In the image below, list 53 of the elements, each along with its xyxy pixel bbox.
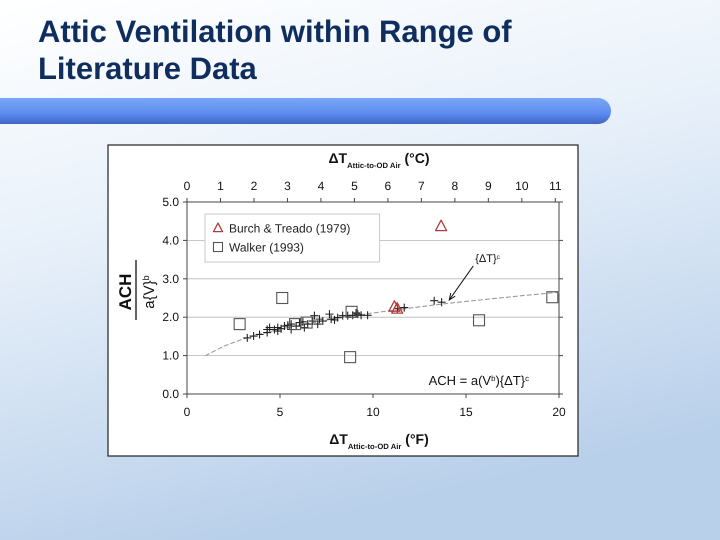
point	[434, 219, 448, 232]
point	[363, 310, 372, 320]
x2-tick-label: 7	[418, 179, 426, 193]
line-series	[205, 292, 560, 356]
x2-tick-label: 0	[184, 179, 191, 193]
point	[546, 291, 558, 304]
point	[318, 316, 328, 326]
point	[234, 318, 246, 330]
y-tick-label: 5.0	[162, 195, 180, 209]
x-tick-label: 15	[459, 405, 473, 419]
x2-tick-label: 10	[515, 179, 529, 193]
point	[430, 296, 439, 306]
chart-title: Attic Ventilation within Range of Literature Data	[38, 14, 512, 86]
point	[400, 303, 409, 312]
x-axis-title: ΔT$_{Attic-to-OD Air}$ (°F)	[329, 431, 429, 450]
legend-label: Walker (1993)	[229, 240, 304, 254]
point	[276, 292, 288, 304]
y-tick-label: 2.0	[162, 310, 180, 324]
point	[289, 318, 302, 330]
x2-tick-label: 1	[217, 179, 224, 193]
x2-tick-label: 8	[452, 179, 459, 193]
x2-tick-label: 6	[384, 179, 392, 193]
point	[388, 300, 401, 312]
x2-tick-label: 9	[485, 179, 492, 193]
y-tick-label: 3.0	[162, 272, 180, 286]
point	[437, 298, 446, 307]
point	[273, 323, 282, 332]
point	[242, 333, 252, 342]
y-tick-label: 0.0	[162, 387, 180, 401]
x-tick-label: 20	[552, 405, 566, 419]
point	[472, 314, 486, 326]
y-tick-label: 4.0	[162, 233, 180, 248]
x2-tick-label: 5	[351, 179, 358, 193]
point	[300, 316, 313, 329]
x-tick-label: 5	[276, 405, 284, 419]
annotation: {ΔT}$^{c}$	[475, 252, 501, 265]
annotation: ACH = a(V$^{b}$){ΔT}$^{c}$	[428, 373, 530, 388]
x2-axis-title: ΔT$_{Attic-to-OD Air}$ (°C)	[328, 150, 430, 170]
point	[348, 310, 358, 320]
x2-tick-label: 11	[549, 179, 562, 193]
x2-tick-label: 3	[284, 179, 292, 193]
point	[344, 351, 356, 364]
x-tick-label: 10	[366, 405, 380, 419]
x2-tick-label: 4	[318, 179, 325, 193]
point	[254, 330, 264, 340]
point	[333, 313, 342, 322]
point	[346, 306, 358, 318]
x2-tick-label: 2	[250, 179, 258, 193]
y-tick-label: 1.0	[162, 348, 180, 363]
point	[249, 331, 258, 341]
point	[276, 324, 286, 334]
legend-label: Burch & Treado (1979)	[229, 222, 350, 236]
x-tick-label: 0	[184, 405, 191, 419]
